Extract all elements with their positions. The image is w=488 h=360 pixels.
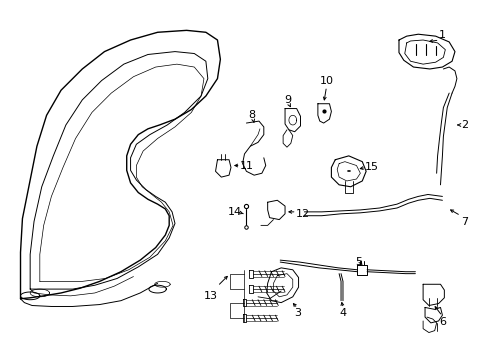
Text: 12: 12 (295, 209, 309, 219)
Text: 7: 7 (460, 216, 467, 226)
Text: 1: 1 (438, 30, 445, 40)
Text: 4: 4 (339, 308, 346, 318)
Text: 13: 13 (203, 291, 217, 301)
Text: 14: 14 (227, 207, 242, 217)
Text: 10: 10 (319, 76, 333, 86)
Text: 15: 15 (364, 162, 378, 172)
Text: 5: 5 (354, 257, 361, 267)
Text: 2: 2 (460, 120, 467, 130)
Text: 6: 6 (438, 317, 445, 327)
Text: 9: 9 (284, 95, 291, 105)
Text: 11: 11 (239, 161, 253, 171)
Text: 3: 3 (293, 308, 301, 318)
Text: 8: 8 (248, 110, 255, 120)
